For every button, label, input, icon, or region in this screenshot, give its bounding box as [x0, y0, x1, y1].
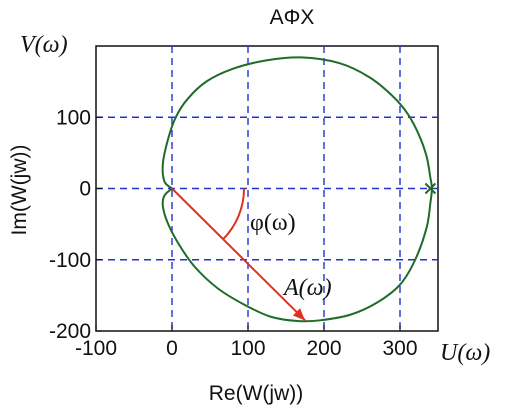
curve-layer — [161, 56, 437, 323]
nyquist-curve — [161, 56, 433, 323]
x-tick-label: 200 — [306, 337, 341, 360]
x-tick-label: -100 — [75, 337, 117, 360]
chart-title: AΦX — [270, 6, 315, 29]
y-tick-label: 100 — [56, 106, 91, 129]
x-tick-label: 0 — [166, 337, 178, 360]
y-tick-label: -100 — [49, 249, 91, 272]
grid-lines — [95, 46, 438, 332]
phase-angle-arc — [222, 188, 245, 240]
amplitude-vector — [171, 187, 306, 322]
start-marker — [424, 182, 437, 195]
x-tick-label: 300 — [382, 337, 417, 360]
v-axis-corner-label: V(ω) — [20, 32, 68, 58]
x-axis-title: Re(W(jw)) — [209, 382, 303, 405]
amplitude-label: A(ω) — [282, 275, 332, 301]
y-tick-label: 0 — [79, 178, 91, 201]
phi-label: φ(ω) — [250, 210, 296, 236]
x-tick-label: 100 — [230, 337, 265, 360]
y-tick-label: -200 — [49, 320, 91, 343]
amplitude-arrowhead — [292, 308, 305, 321]
u-axis-corner-label: U(ω) — [440, 340, 490, 366]
y-axis-title: Im(W(jw)) — [8, 145, 31, 236]
